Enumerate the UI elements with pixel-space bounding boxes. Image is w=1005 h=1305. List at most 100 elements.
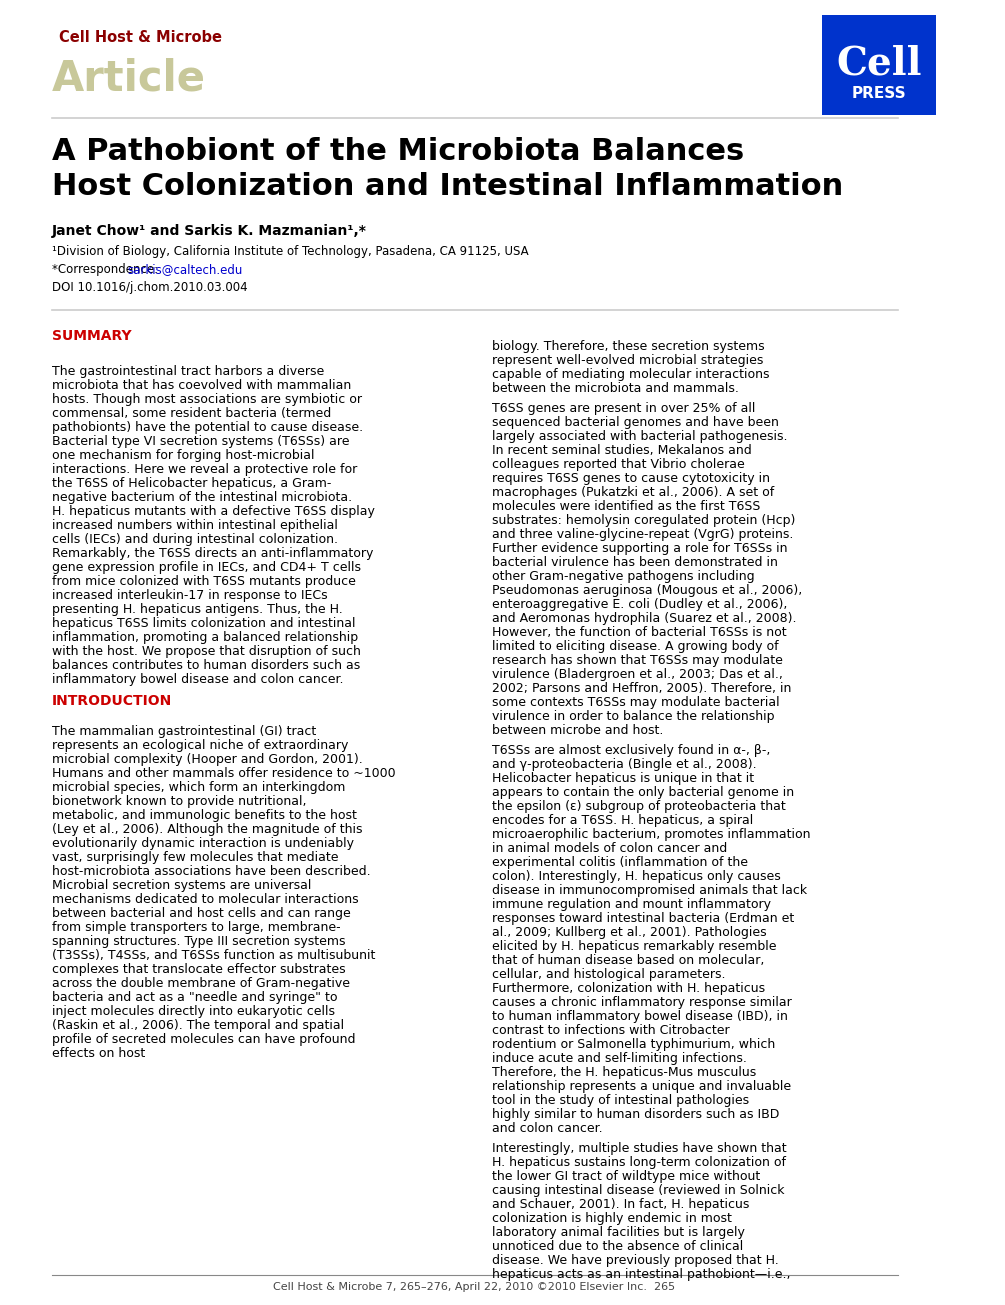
Text: between microbe and host.: between microbe and host. <box>491 724 663 737</box>
Text: (T3SSs), T4SSs, and T6SSs function as multisubunit: (T3SSs), T4SSs, and T6SSs function as mu… <box>52 949 375 962</box>
Text: The gastrointestinal tract harbors a diverse: The gastrointestinal tract harbors a div… <box>52 365 325 378</box>
Text: Helicobacter hepaticus is unique in that it: Helicobacter hepaticus is unique in that… <box>491 773 754 786</box>
Text: gene expression profile in IECs, and CD4+ T cells: gene expression profile in IECs, and CD4… <box>52 561 361 574</box>
Text: spanning structures. Type III secretion systems: spanning structures. Type III secretion … <box>52 934 346 947</box>
Text: virulence in order to balance the relationship: virulence in order to balance the relati… <box>491 710 774 723</box>
Text: experimental colitis (inflammation of the: experimental colitis (inflammation of th… <box>491 856 748 869</box>
Text: Article: Article <box>52 57 206 99</box>
Text: PRESS: PRESS <box>852 86 907 100</box>
Text: and three valine-glycine-repeat (VgrG) proteins.: and three valine-glycine-repeat (VgrG) p… <box>491 529 793 542</box>
Text: substrates: hemolysin coregulated protein (Hcp): substrates: hemolysin coregulated protei… <box>491 514 795 527</box>
Text: highly similar to human disorders such as IBD: highly similar to human disorders such a… <box>491 1108 779 1121</box>
Text: Remarkably, the T6SS directs an anti-inflammatory: Remarkably, the T6SS directs an anti-inf… <box>52 547 374 560</box>
Text: pathobionts) have the potential to cause disease.: pathobionts) have the potential to cause… <box>52 422 363 435</box>
Text: Therefore, the H. hepaticus-Mus musculus: Therefore, the H. hepaticus-Mus musculus <box>491 1066 756 1079</box>
Text: biology. Therefore, these secretion systems: biology. Therefore, these secretion syst… <box>491 341 764 352</box>
Text: the T6SS of Helicobacter hepaticus, a Gram-: the T6SS of Helicobacter hepaticus, a Gr… <box>52 478 332 489</box>
Text: research has shown that T6SSs may modulate: research has shown that T6SSs may modula… <box>491 654 783 667</box>
Text: colonization is highly endemic in most: colonization is highly endemic in most <box>491 1212 732 1225</box>
Text: encodes for a T6SS. H. hepaticus, a spiral: encodes for a T6SS. H. hepaticus, a spir… <box>491 814 753 827</box>
Text: microaerophilic bacterium, promotes inflammation: microaerophilic bacterium, promotes infl… <box>491 827 810 840</box>
Text: interactions. Here we reveal a protective role for: interactions. Here we reveal a protectiv… <box>52 463 357 476</box>
Text: enteroaggregative E. coli (Dudley et al., 2006),: enteroaggregative E. coli (Dudley et al.… <box>491 598 787 611</box>
Text: cellular, and histological parameters.: cellular, and histological parameters. <box>491 968 725 981</box>
Text: T6SSs are almost exclusively found in α-, β-,: T6SSs are almost exclusively found in α-… <box>491 744 770 757</box>
Text: other Gram-negative pathogens including: other Gram-negative pathogens including <box>491 570 754 583</box>
Text: disease. We have previously proposed that H.: disease. We have previously proposed tha… <box>491 1254 778 1267</box>
Text: and Schauer, 2001). In fact, H. hepaticus: and Schauer, 2001). In fact, H. hepaticu… <box>491 1198 749 1211</box>
Text: macrophages (Pukatzki et al., 2006). A set of: macrophages (Pukatzki et al., 2006). A s… <box>491 485 774 499</box>
Text: and Aeromonas hydrophila (Suarez et al., 2008).: and Aeromonas hydrophila (Suarez et al.,… <box>491 612 796 625</box>
Text: bacterial virulence has been demonstrated in: bacterial virulence has been demonstrate… <box>491 556 778 569</box>
Text: A Pathobiont of the Microbiota Balances: A Pathobiont of the Microbiota Balances <box>52 137 745 166</box>
Text: However, the function of bacterial T6SSs is not: However, the function of bacterial T6SSs… <box>491 626 786 639</box>
Text: elicited by H. hepaticus remarkably resemble: elicited by H. hepaticus remarkably rese… <box>491 940 776 953</box>
Text: causes a chronic inflammatory response similar: causes a chronic inflammatory response s… <box>491 996 791 1009</box>
Text: from mice colonized with T6SS mutants produce: from mice colonized with T6SS mutants pr… <box>52 576 356 589</box>
Text: 2002; Parsons and Heffron, 2005). Therefore, in: 2002; Parsons and Heffron, 2005). Theref… <box>491 683 791 696</box>
Text: colon). Interestingly, H. hepaticus only causes: colon). Interestingly, H. hepaticus only… <box>491 870 780 883</box>
Text: capable of mediating molecular interactions: capable of mediating molecular interacti… <box>491 368 769 381</box>
Text: from simple transporters to large, membrane-: from simple transporters to large, membr… <box>52 921 341 934</box>
Text: *Correspondence:: *Correspondence: <box>52 264 162 275</box>
Text: unnoticed due to the absence of clinical: unnoticed due to the absence of clinical <box>491 1240 743 1253</box>
Text: negative bacterium of the intestinal microbiota.: negative bacterium of the intestinal mic… <box>52 491 352 504</box>
Text: inject molecules directly into eukaryotic cells: inject molecules directly into eukaryoti… <box>52 1005 335 1018</box>
Text: the lower GI tract of wildtype mice without: the lower GI tract of wildtype mice with… <box>491 1171 760 1184</box>
Text: immune regulation and mount inflammatory: immune regulation and mount inflammatory <box>491 898 771 911</box>
Text: represent well-evolved microbial strategies: represent well-evolved microbial strateg… <box>491 354 763 367</box>
Text: balances contributes to human disorders such as: balances contributes to human disorders … <box>52 659 360 672</box>
Text: (Ley et al., 2006). Although the magnitude of this: (Ley et al., 2006). Although the magnitu… <box>52 823 363 837</box>
Text: rodentium or Salmonella typhimurium, which: rodentium or Salmonella typhimurium, whi… <box>491 1037 775 1051</box>
Text: INTRODUCTION: INTRODUCTION <box>52 694 172 709</box>
Text: contrast to infections with Citrobacter: contrast to infections with Citrobacter <box>491 1024 730 1037</box>
Text: and colon cancer.: and colon cancer. <box>491 1122 602 1135</box>
Text: across the double membrane of Gram-negative: across the double membrane of Gram-negat… <box>52 977 350 990</box>
Text: requires T6SS genes to cause cytotoxicity in: requires T6SS genes to cause cytotoxicit… <box>491 472 770 485</box>
Text: some contexts T6SSs may modulate bacterial: some contexts T6SSs may modulate bacteri… <box>491 696 779 709</box>
Text: presenting H. hepaticus antigens. Thus, the H.: presenting H. hepaticus antigens. Thus, … <box>52 603 343 616</box>
Text: commensal, some resident bacteria (termed: commensal, some resident bacteria (terme… <box>52 407 332 420</box>
Text: The mammalian gastrointestinal (GI) tract: The mammalian gastrointestinal (GI) trac… <box>52 726 317 739</box>
Text: cells (IECs) and during intestinal colonization.: cells (IECs) and during intestinal colon… <box>52 532 338 545</box>
Text: Host Colonization and Intestinal Inflammation: Host Colonization and Intestinal Inflamm… <box>52 172 843 201</box>
Text: Microbial secretion systems are universal: Microbial secretion systems are universa… <box>52 880 312 893</box>
Text: Cell Host & Microbe 7, 265–276, April 22, 2010 ©2010 Elsevier Inc.  265: Cell Host & Microbe 7, 265–276, April 22… <box>273 1282 675 1292</box>
Text: hepaticus acts as an intestinal pathobiont—i.e.,: hepaticus acts as an intestinal pathobio… <box>491 1268 790 1282</box>
Text: to human inflammatory bowel disease (IBD), in: to human inflammatory bowel disease (IBD… <box>491 1010 787 1023</box>
Text: appears to contain the only bacterial genome in: appears to contain the only bacterial ge… <box>491 786 794 799</box>
Text: metabolic, and immunologic benefits to the host: metabolic, and immunologic benefits to t… <box>52 809 357 822</box>
Text: disease in immunocompromised animals that lack: disease in immunocompromised animals tha… <box>491 883 807 897</box>
Text: increased numbers within intestinal epithelial: increased numbers within intestinal epit… <box>52 519 338 532</box>
Text: H. hepaticus sustains long-term colonization of: H. hepaticus sustains long-term coloniza… <box>491 1156 786 1169</box>
Text: evolutionarily dynamic interaction is undeniably: evolutionarily dynamic interaction is un… <box>52 837 354 850</box>
Text: host-microbiota associations have been described.: host-microbiota associations have been d… <box>52 865 371 878</box>
Text: represents an ecological niche of extraordinary: represents an ecological niche of extrao… <box>52 739 349 752</box>
Text: ¹Division of Biology, California Institute of Technology, Pasadena, CA 91125, US: ¹Division of Biology, California Institu… <box>52 245 529 258</box>
Text: bacteria and act as a "needle and syringe" to: bacteria and act as a "needle and syring… <box>52 990 338 1004</box>
Text: Furthermore, colonization with H. hepaticus: Furthermore, colonization with H. hepati… <box>491 981 765 994</box>
Text: causing intestinal disease (reviewed in Solnick: causing intestinal disease (reviewed in … <box>491 1184 784 1197</box>
Text: vast, surprisingly few molecules that mediate: vast, surprisingly few molecules that me… <box>52 851 339 864</box>
Text: relationship represents a unique and invaluable: relationship represents a unique and inv… <box>491 1081 791 1094</box>
Text: molecules were identified as the first T6SS: molecules were identified as the first T… <box>491 500 760 513</box>
Text: Cell: Cell <box>836 44 922 82</box>
Text: Pseudomonas aeruginosa (Mougous et al., 2006),: Pseudomonas aeruginosa (Mougous et al., … <box>491 585 802 596</box>
Text: responses toward intestinal bacteria (Erdman et: responses toward intestinal bacteria (Er… <box>491 912 794 925</box>
Text: with the host. We propose that disruption of such: with the host. We propose that disruptio… <box>52 645 361 658</box>
Text: al., 2009; Kullberg et al., 2001). Pathologies: al., 2009; Kullberg et al., 2001). Patho… <box>491 927 766 940</box>
Text: inflammation, promoting a balanced relationship: inflammation, promoting a balanced relat… <box>52 632 358 643</box>
Text: induce acute and self-limiting infections.: induce acute and self-limiting infection… <box>491 1052 747 1065</box>
Text: in animal models of colon cancer and: in animal models of colon cancer and <box>491 842 727 855</box>
Text: complexes that translocate effector substrates: complexes that translocate effector subs… <box>52 963 346 976</box>
Text: Bacterial type VI secretion systems (T6SSs) are: Bacterial type VI secretion systems (T6S… <box>52 435 350 448</box>
Text: sarkis@caltech.edu: sarkis@caltech.edu <box>128 264 243 275</box>
Text: between the microbiota and mammals.: between the microbiota and mammals. <box>491 382 739 395</box>
Text: and γ-proteobacteria (Bingle et al., 2008).: and γ-proteobacteria (Bingle et al., 200… <box>491 758 756 771</box>
Text: one mechanism for forging host-microbial: one mechanism for forging host-microbial <box>52 449 315 462</box>
Text: microbial species, which form an interkingdom: microbial species, which form an interki… <box>52 780 346 793</box>
Text: H. hepaticus mutants with a defective T6SS display: H. hepaticus mutants with a defective T6… <box>52 505 375 518</box>
Text: SUMMARY: SUMMARY <box>52 329 132 343</box>
Text: (Raskin et al., 2006). The temporal and spatial: (Raskin et al., 2006). The temporal and … <box>52 1019 344 1032</box>
Text: tool in the study of intestinal pathologies: tool in the study of intestinal patholog… <box>491 1094 749 1107</box>
